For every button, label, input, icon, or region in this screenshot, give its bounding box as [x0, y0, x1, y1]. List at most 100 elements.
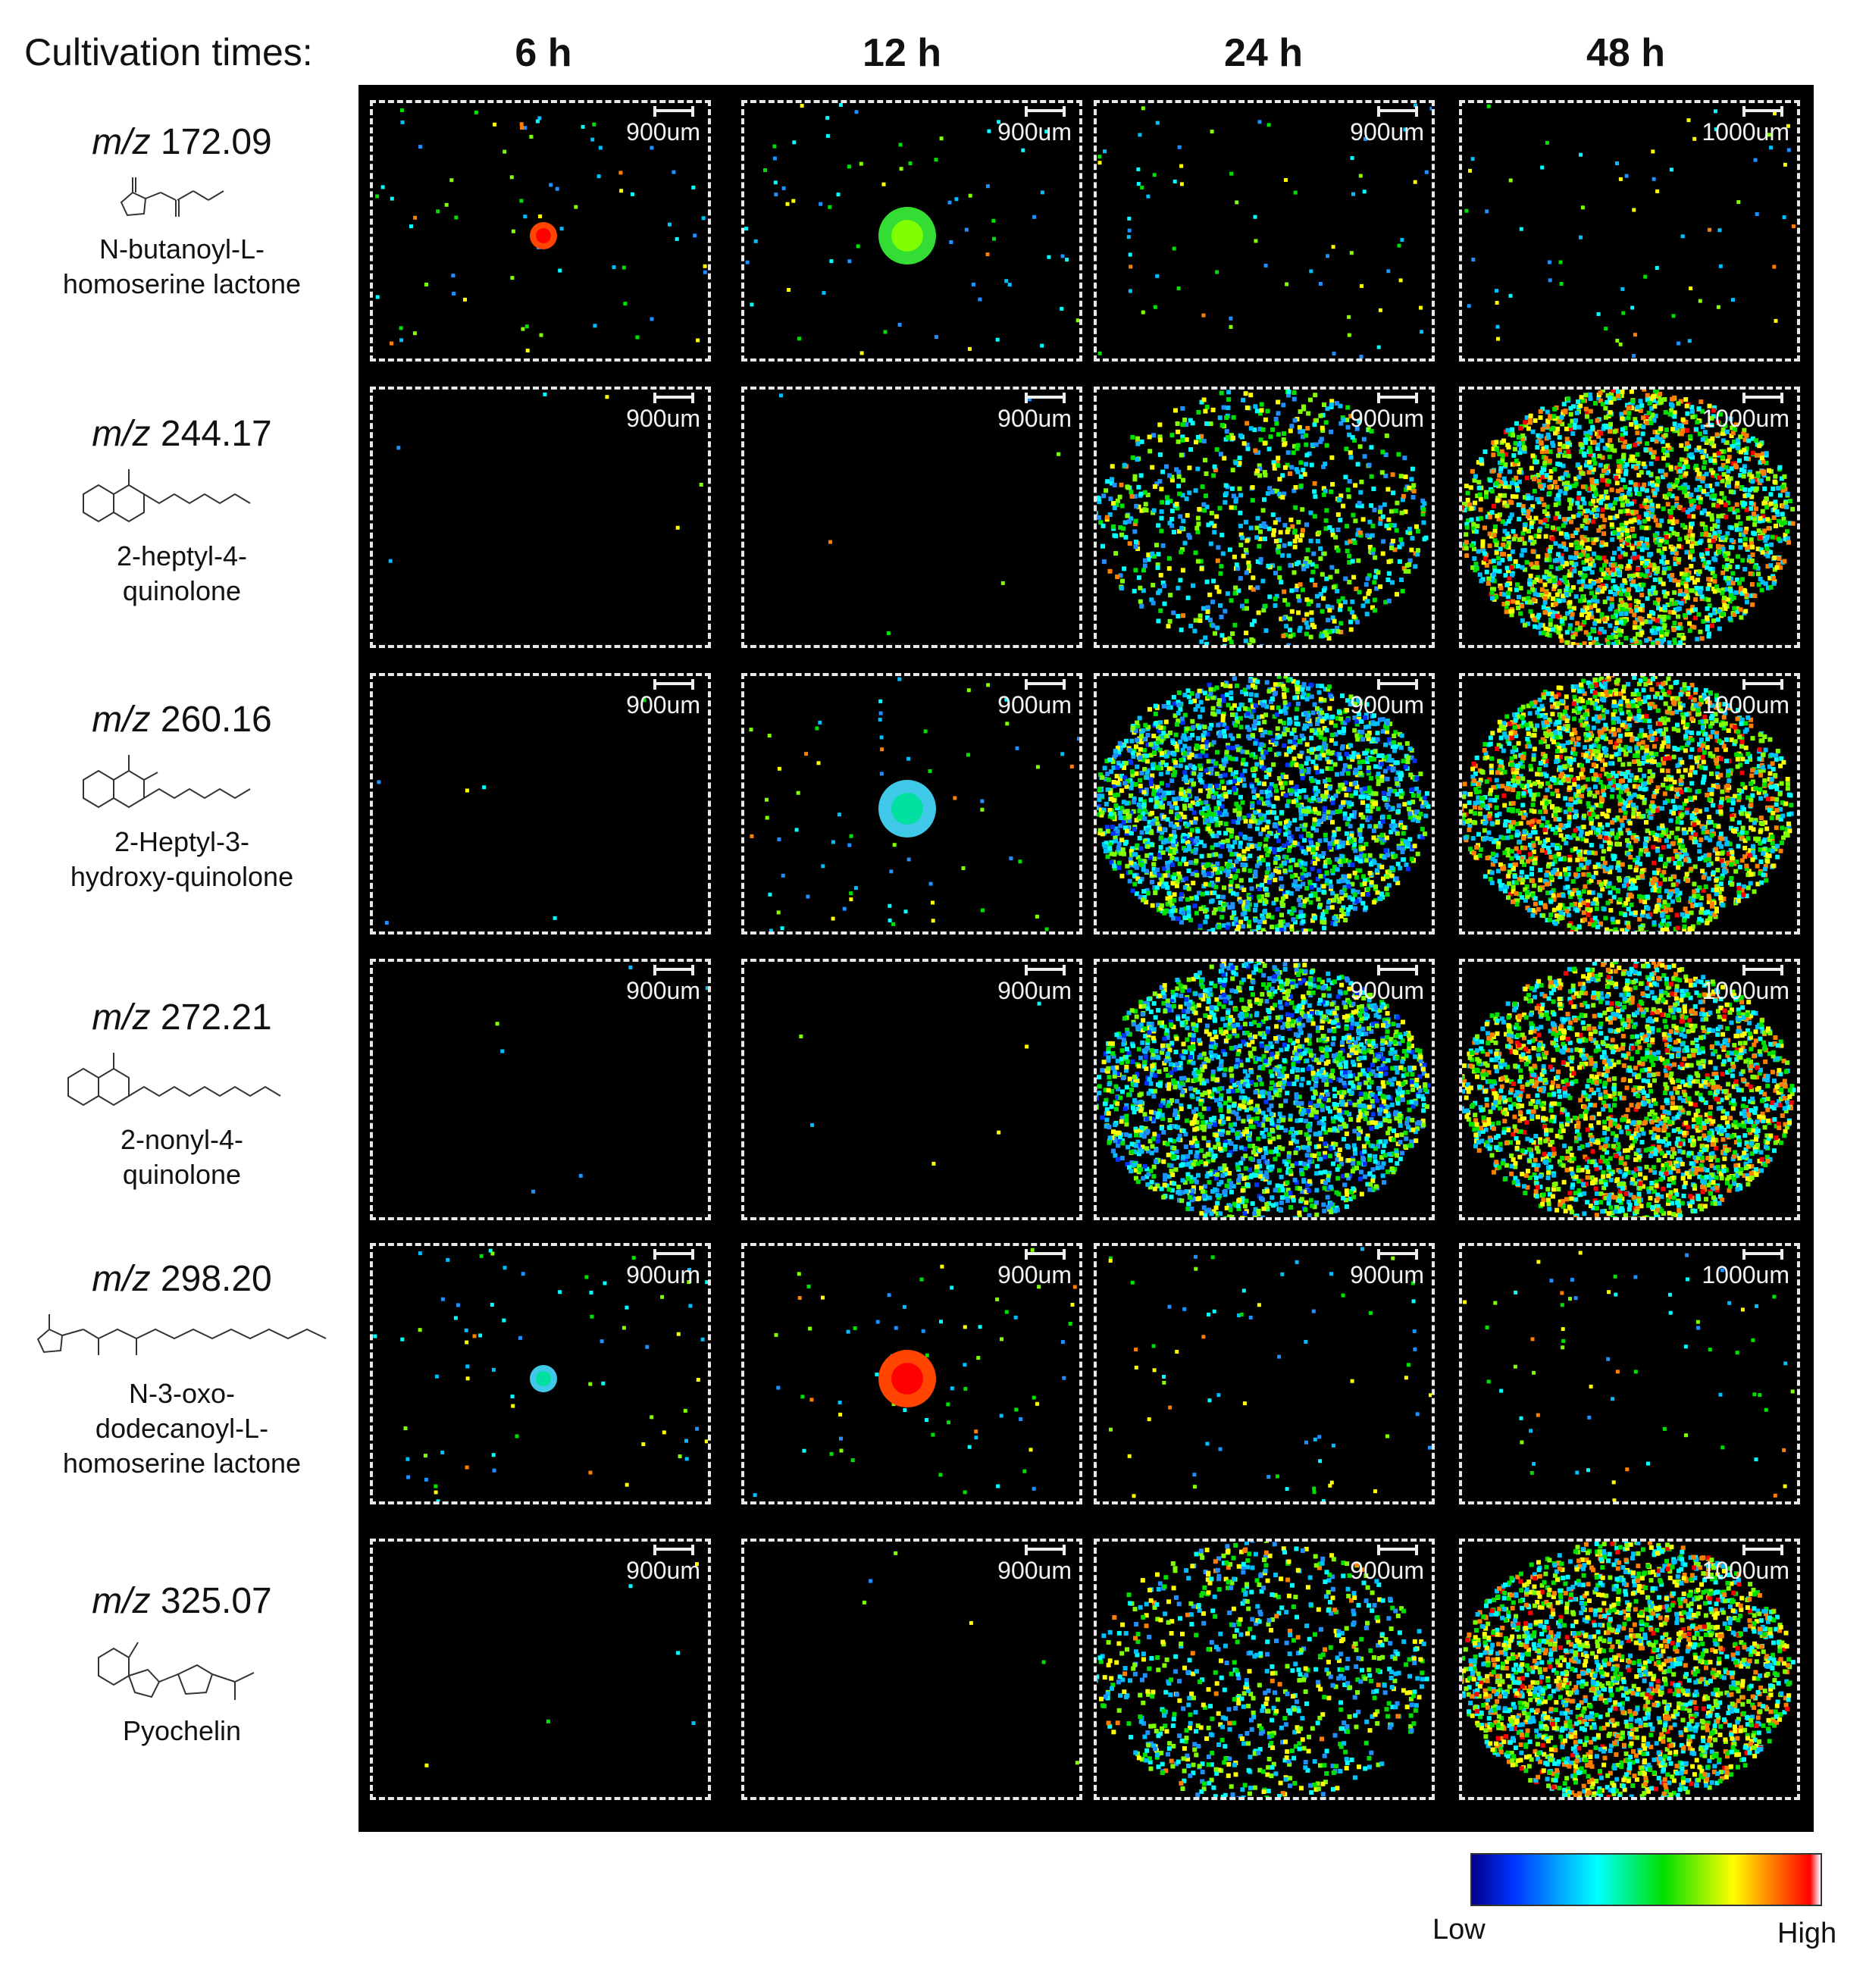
- ion-pixel: [968, 346, 972, 351]
- ion-pixel: [1646, 525, 1652, 531]
- ion-pixel: [1347, 315, 1351, 319]
- ion-pixel: [1151, 583, 1156, 587]
- ion-pixel: [1499, 461, 1504, 465]
- ion-pixel: [1783, 487, 1788, 492]
- ion-pixel: [1232, 840, 1238, 845]
- ion-pixel: [1607, 454, 1612, 459]
- ion-pixel: [1182, 803, 1187, 809]
- ion-pixel: [1662, 546, 1667, 551]
- ion-pixel: [1376, 570, 1381, 575]
- ion-pixel: [1210, 623, 1216, 628]
- ion-pixel: [1272, 488, 1277, 493]
- ion-pixel: [1484, 569, 1489, 574]
- ion-pixel: [1366, 736, 1371, 741]
- ion-pixel: [1409, 477, 1414, 482]
- ion-pixel: [1281, 634, 1286, 638]
- ion-pixel: [1255, 515, 1260, 521]
- ion-pixel: [1750, 479, 1755, 484]
- ion-pixel: [1382, 855, 1387, 860]
- ion-pixel: [1589, 570, 1595, 575]
- ion-pixel: [1508, 515, 1513, 521]
- ion-pixel: [1486, 576, 1492, 581]
- ion-pixel: [1113, 838, 1118, 844]
- ion-pixel: [1266, 563, 1271, 568]
- ion-pixel: [1339, 896, 1345, 901]
- ion-pixel: [1738, 473, 1743, 478]
- ion-pixel: [1230, 736, 1235, 741]
- ion-pixel: [1176, 429, 1181, 434]
- ion-pixel: [1575, 621, 1580, 626]
- ion-pixel: [1529, 613, 1535, 618]
- ion-pixel: [1544, 569, 1549, 574]
- ion-pixel: [1263, 417, 1268, 422]
- ion-pixel: [1520, 508, 1526, 513]
- ion-pixel: [1287, 844, 1292, 850]
- ion-pixel: [1117, 776, 1122, 781]
- ion-pixel: [1217, 415, 1223, 421]
- ion-pixel: [1683, 482, 1688, 487]
- ion-pixel: [1215, 861, 1220, 866]
- ion-pixel: [1721, 430, 1727, 436]
- ion-pixel: [1097, 155, 1102, 159]
- ion-pixel: [1250, 485, 1255, 490]
- ion-pixel: [1389, 542, 1395, 547]
- ion-pixel: [1617, 546, 1622, 552]
- ion-pixel: [1495, 301, 1499, 305]
- ion-pixel: [1404, 741, 1410, 746]
- ion-pixel: [1515, 487, 1520, 493]
- ion-pixel: [1198, 788, 1203, 794]
- ion-pixel: [1379, 891, 1384, 897]
- ion-pixel: [1647, 637, 1652, 642]
- ion-pixel: [1005, 722, 1010, 726]
- ion-pixel: [1254, 738, 1259, 744]
- ion-pixel: [696, 338, 700, 343]
- ion-pixel: [1597, 630, 1602, 635]
- ion-pixel: [1315, 856, 1320, 862]
- ion-pixel: [1559, 553, 1564, 559]
- ion-pixel: [1346, 884, 1351, 889]
- ion-pixel: [1149, 597, 1154, 603]
- ion-pixel: [1378, 308, 1382, 312]
- ion-pixel: [1539, 434, 1544, 439]
- ion-pixel: [1675, 428, 1680, 434]
- ion-pixel: [1489, 578, 1495, 583]
- ion-pixel: [1480, 543, 1486, 549]
- ion-pixel: [1720, 612, 1725, 617]
- ion-pixel: [1596, 434, 1601, 439]
- ion-pixel: [1600, 583, 1605, 588]
- ion-pixel: [1711, 473, 1715, 478]
- ion-pixel: [1320, 412, 1326, 418]
- ion-pixel: [1540, 406, 1545, 412]
- ion-pixel: [1742, 493, 1748, 499]
- ion-pixel: [1525, 514, 1530, 518]
- ion-pixel: [1300, 771, 1305, 776]
- ion-pixel: [1477, 572, 1482, 578]
- ion-pixel: [1128, 856, 1133, 862]
- ion-pixel: [1313, 494, 1318, 499]
- ion-pixel: [880, 747, 884, 752]
- ion-pixel: [1658, 427, 1664, 431]
- ion-pixel: [1330, 750, 1335, 756]
- ion-pixel: [1511, 529, 1516, 534]
- ion-pixel: [1555, 613, 1561, 618]
- ion-pixel: [1615, 339, 1620, 343]
- ion-pixel: [1199, 639, 1204, 644]
- ion-pixel: [1172, 752, 1177, 757]
- ion-pixel: [1680, 581, 1685, 586]
- ion-pixel: [1139, 876, 1144, 881]
- ion-pixel: [558, 268, 562, 273]
- ion-pixel: [1335, 715, 1340, 721]
- ion-pixel: [1307, 748, 1311, 753]
- ion-pixel: [1329, 489, 1334, 494]
- ion-pixel: [1168, 859, 1173, 865]
- ion-pixel: [1614, 514, 1620, 519]
- ion-pixel: [1561, 412, 1566, 417]
- ion-pixel: [1623, 525, 1628, 531]
- ion-pixel: [1649, 405, 1655, 411]
- ion-pixel: [1561, 481, 1567, 487]
- ion-pixel: [1746, 456, 1752, 462]
- ion-pixel: [1200, 750, 1205, 755]
- ion-pixel: [1620, 433, 1625, 438]
- ion-pixel: [1215, 270, 1219, 274]
- ion-pixel: [1396, 452, 1401, 457]
